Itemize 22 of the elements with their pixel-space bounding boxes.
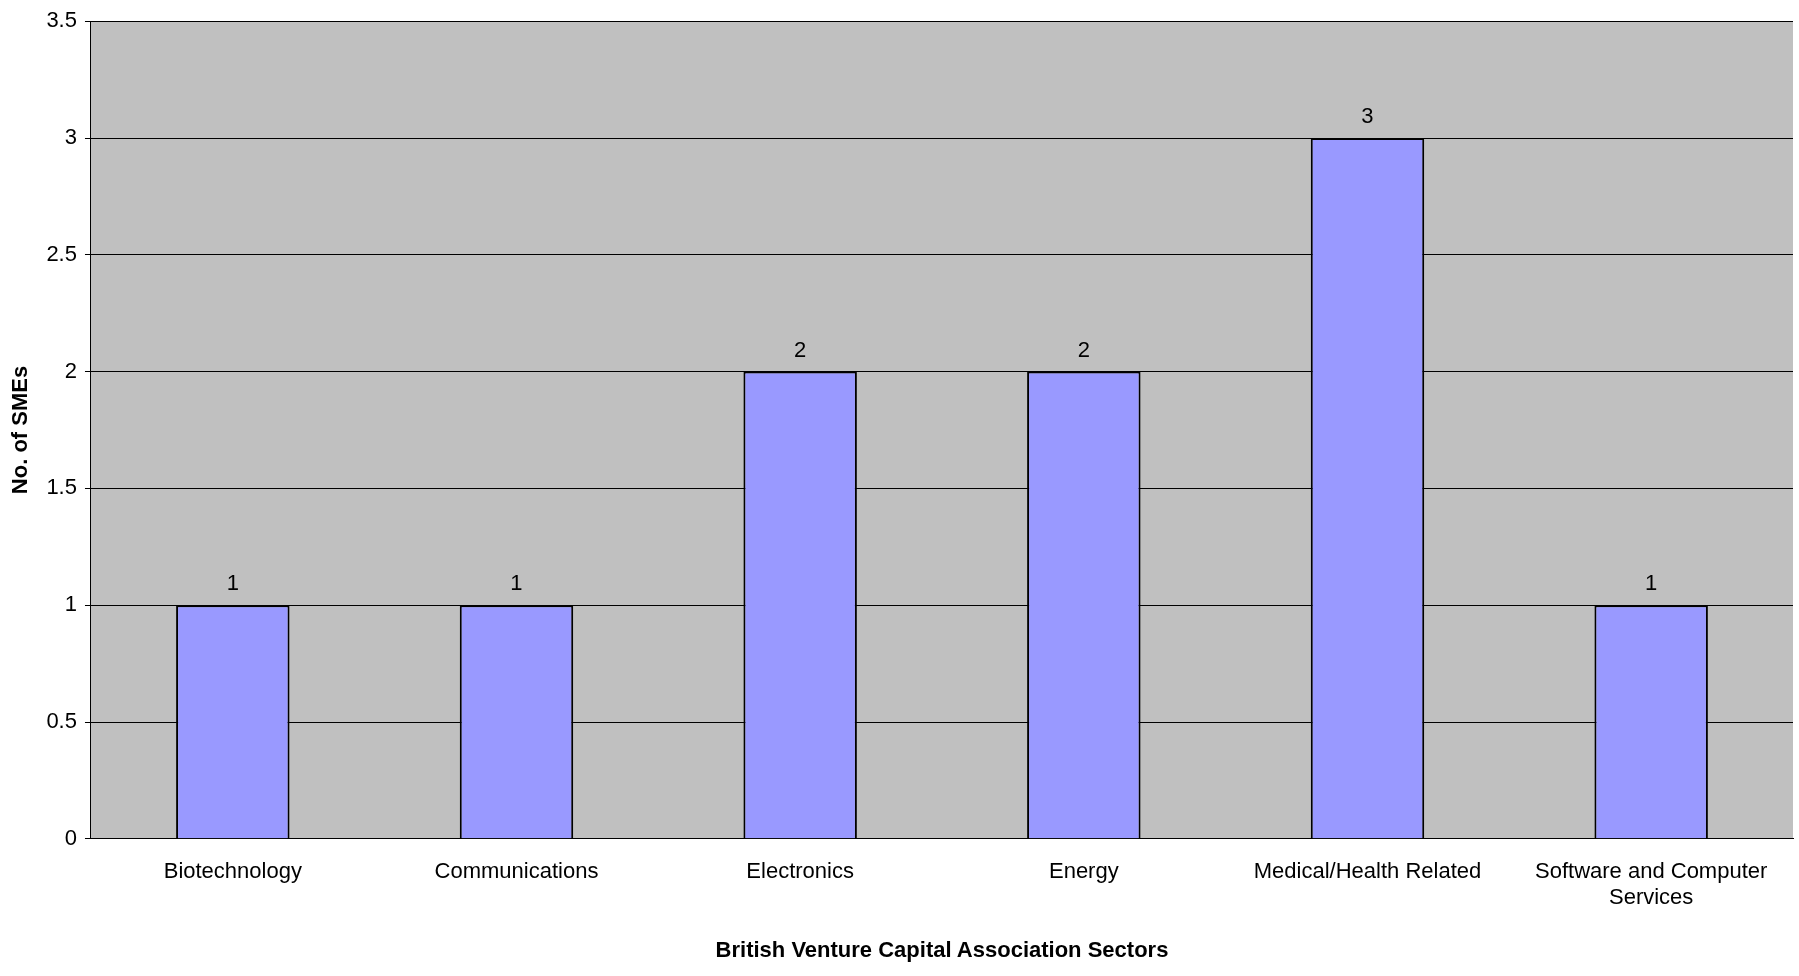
y-tick-label: 1.5 — [46, 474, 77, 500]
x-axis-title: British Venture Capital Association Sectors — [715, 936, 1169, 962]
y-tick-label: 3.5 — [46, 7, 77, 33]
x-tick-label: Software and Computer Services — [1534, 858, 1768, 910]
y-tick-label: 0 — [64, 824, 77, 850]
data-label: 1 — [1645, 570, 1658, 596]
x-tick-label: Biotechnology — [163, 858, 302, 884]
y-tick-label: 0.5 — [46, 708, 77, 734]
data-label: 2 — [794, 336, 807, 362]
x-tick-label: Electronics — [746, 858, 854, 884]
data-label: 3 — [1361, 103, 1374, 129]
y-tick-label: 3 — [64, 124, 77, 150]
x-tick-label: Medical/Health Related — [1253, 858, 1482, 884]
x-tick-label: Communications — [434, 858, 599, 884]
y-tick-label: 2.5 — [46, 240, 77, 266]
y-tick-label: 2 — [64, 357, 77, 383]
data-label: 1 — [510, 570, 523, 596]
y-tick-label: 1 — [64, 591, 77, 617]
y-axis-title: No. of SMEs — [7, 365, 33, 495]
data-label: 2 — [1077, 336, 1090, 362]
data-label: 1 — [226, 570, 239, 596]
x-tick-label: Energy — [1048, 858, 1119, 884]
